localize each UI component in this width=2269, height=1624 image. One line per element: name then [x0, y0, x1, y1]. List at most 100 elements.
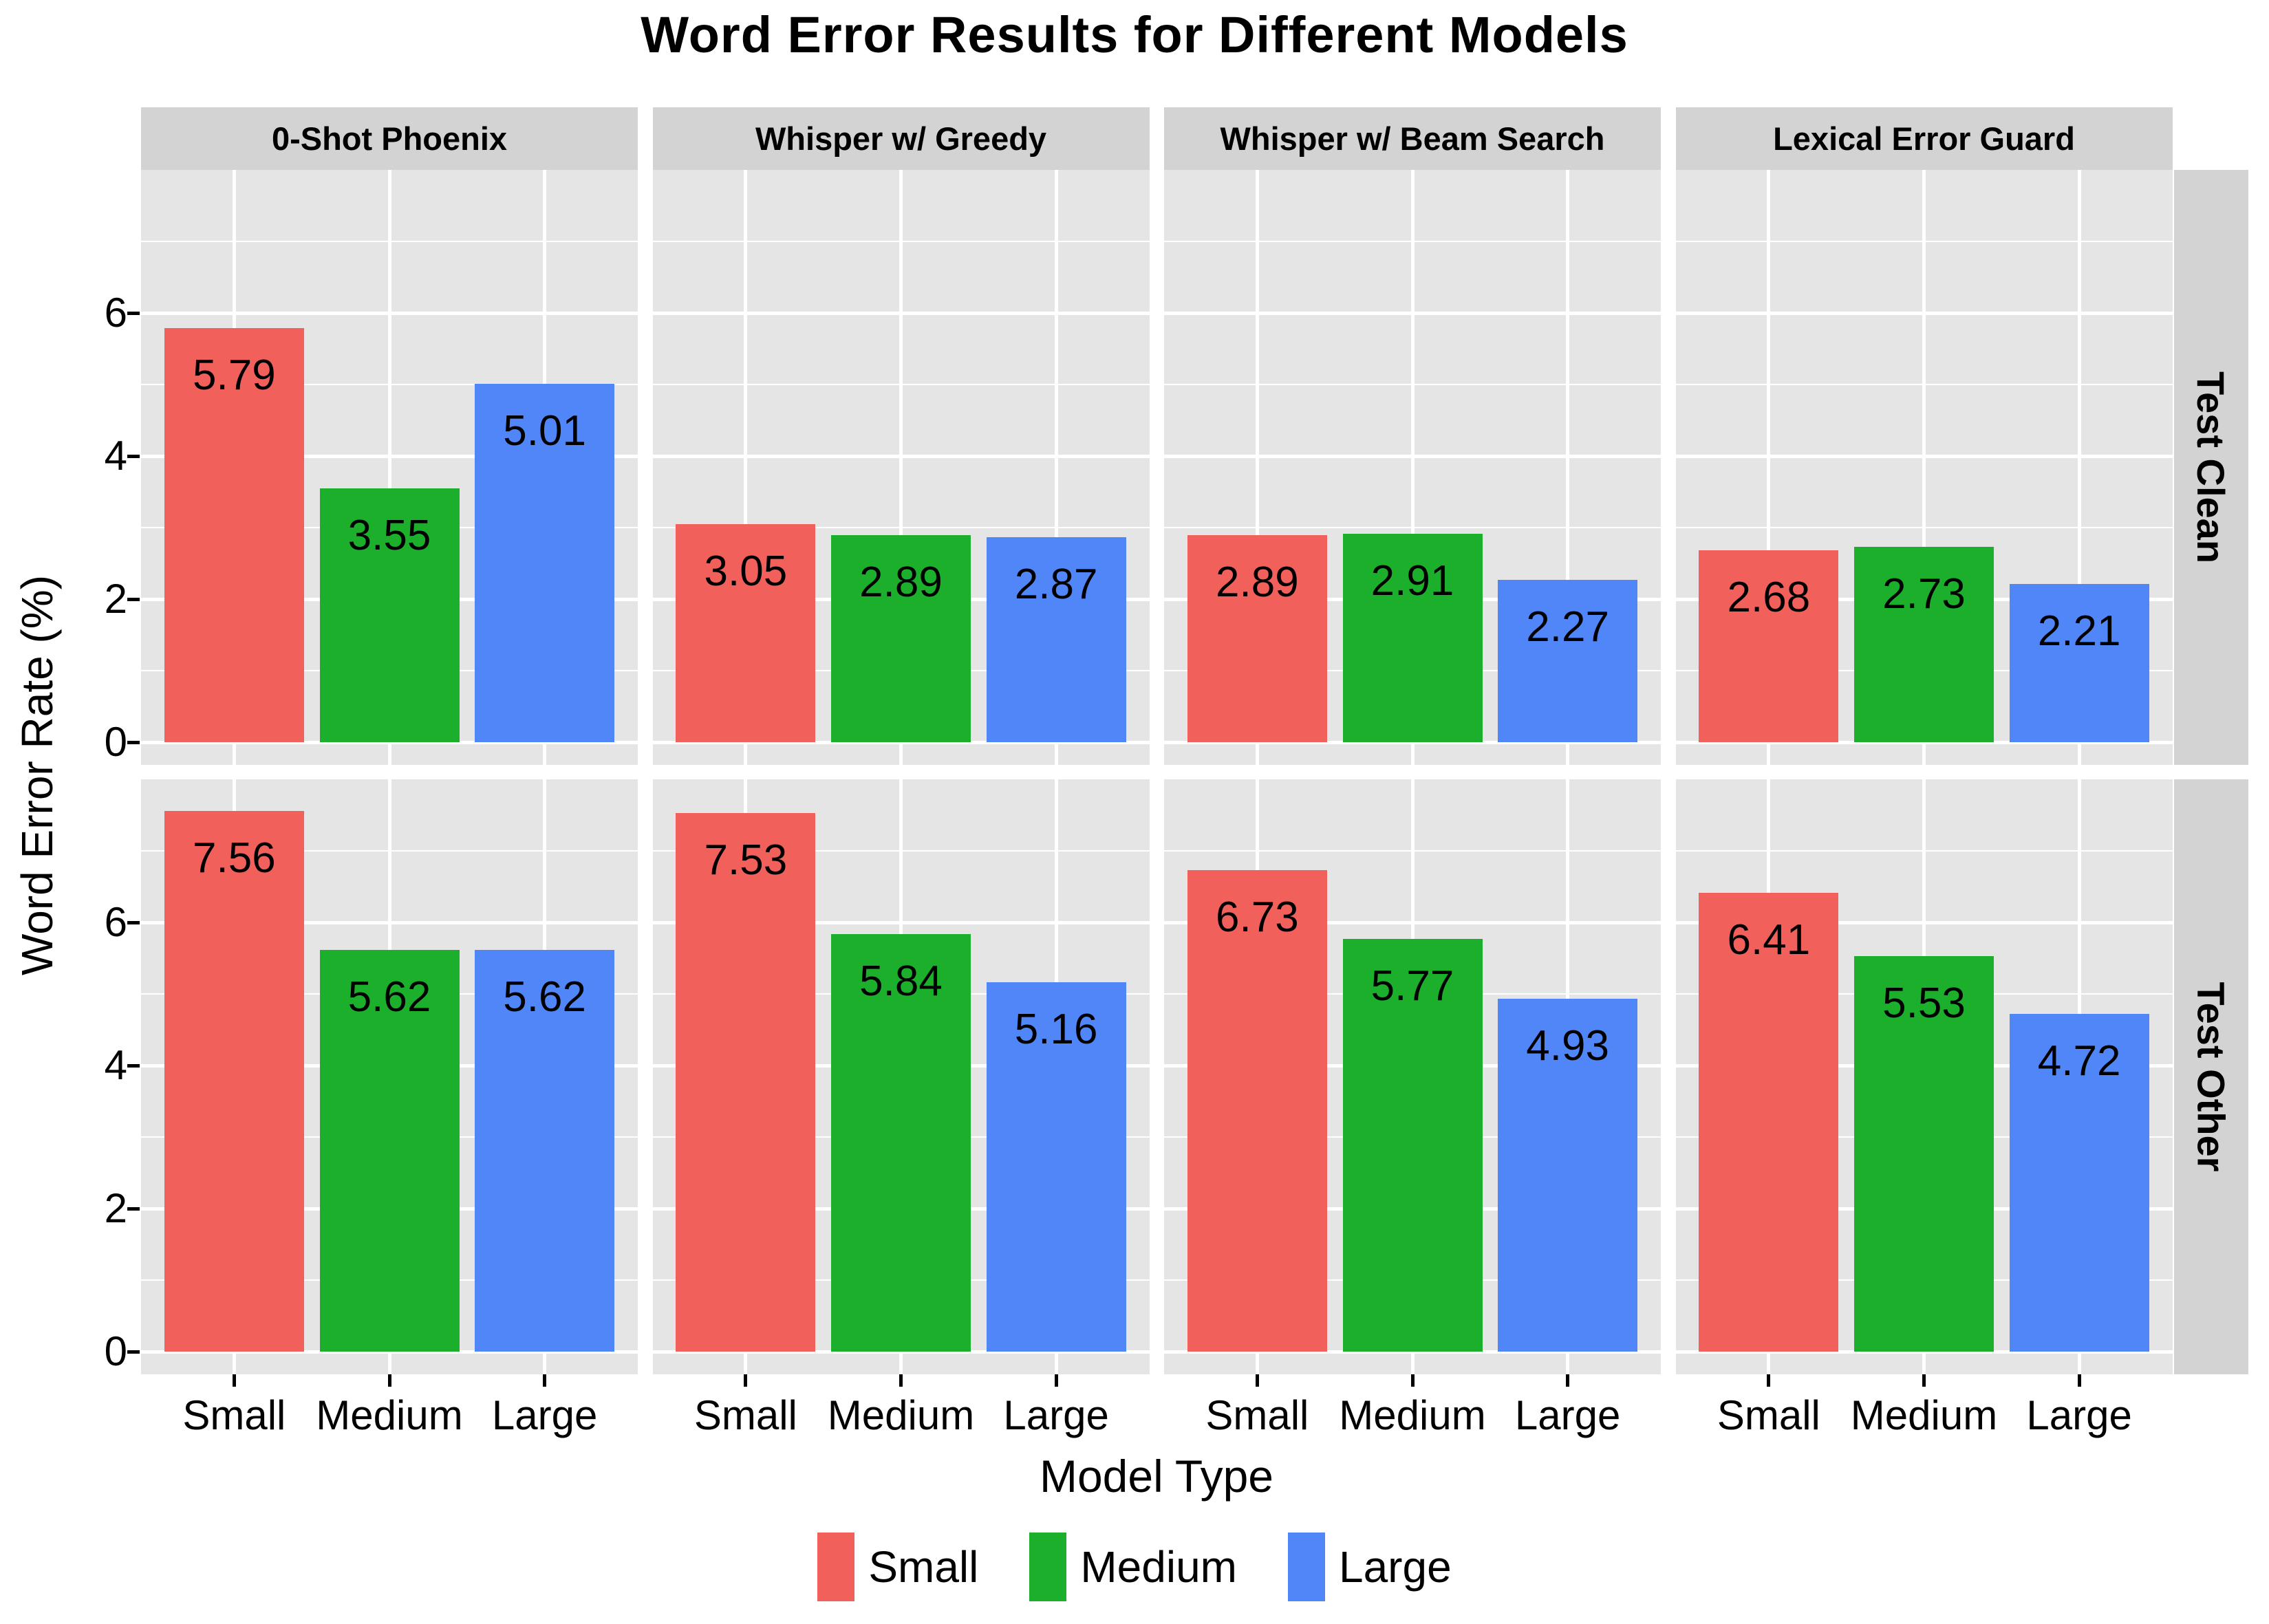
bar-medium — [1854, 955, 1994, 1352]
bar-small — [164, 327, 304, 742]
facet-row-strip-1: Test Clean — [2174, 170, 2248, 765]
vertical-gridline — [744, 170, 748, 765]
y-tick-label: 2 — [104, 576, 127, 622]
y-tick-mark — [127, 597, 140, 601]
bar-large — [986, 537, 1126, 742]
bar-value-label: 2.89 — [859, 559, 943, 607]
panel-test-clean-1: 5.79 3.55 5.01 — [141, 170, 638, 765]
x-tick-mark — [2077, 1374, 2081, 1387]
x-tick-mark — [1767, 1374, 1771, 1387]
legend: Small Medium Large — [0, 1533, 2269, 1601]
panel-test-clean-2: 3.05 2.89 2.87 — [652, 170, 1150, 765]
bar-value-label: 5.16 — [1014, 1006, 1098, 1054]
legend-key-small — [817, 1533, 855, 1601]
y-tick-label: 0 — [104, 1328, 127, 1374]
bar-medium — [1854, 547, 1994, 742]
legend-item-medium: Medium — [1029, 1533, 1237, 1601]
bar-value-label: 3.05 — [704, 547, 788, 595]
facet-col-strip-2: Whisper w/ Greedy — [652, 107, 1150, 170]
y-tick-mark — [127, 1063, 140, 1068]
y-tick-mark — [127, 1206, 140, 1211]
panel-test-other-4: 6.41 5.53 4.72 — [1675, 779, 2173, 1374]
vertical-gridline — [1566, 170, 1570, 765]
bar-small — [1187, 870, 1327, 1352]
bar-value-label: 3.55 — [347, 511, 431, 559]
bar-value-label: 6.73 — [1216, 894, 1299, 942]
bar-value-label: 6.41 — [1727, 916, 1811, 964]
legend-item-large: Large — [1287, 1533, 1452, 1601]
bar-value-label: 4.72 — [2037, 1037, 2121, 1085]
y-tick-label: 6 — [104, 290, 127, 336]
bar-value-label: 5.77 — [1370, 962, 1454, 1010]
vertical-gridline — [1767, 170, 1771, 765]
facet-col-strip-4: Lexical Error Guard — [1675, 107, 2173, 170]
x-tick-label: Large — [2026, 1392, 2132, 1438]
x-tick-label: Large — [1003, 1392, 1109, 1438]
bar-large — [475, 949, 615, 1352]
x-tick-label: Small — [1717, 1392, 1820, 1438]
panel-test-other-2: 7.53 5.84 5.16 — [652, 779, 1150, 1374]
bar-value-label: 5.62 — [503, 973, 586, 1021]
bar-large — [2009, 1014, 2149, 1352]
bar-value-label: 5.53 — [1882, 979, 1966, 1027]
panel-test-clean-4: 2.68 2.73 2.21 — [1675, 170, 2173, 765]
x-tick-label: Medium — [1339, 1392, 1486, 1438]
bar-medium — [831, 535, 971, 742]
bar-value-label: 2.21 — [2037, 607, 2121, 656]
facet-row-strip-label: Test Other — [2189, 982, 2233, 1172]
y-tick-mark — [127, 1350, 140, 1354]
y-tick-label: 2 — [104, 1185, 127, 1231]
facet-row-strip-label: Test Clean — [2189, 371, 2233, 564]
x-tick-mark — [1054, 1374, 1058, 1387]
y-tick-mark — [127, 740, 140, 744]
bar-value-label: 5.62 — [347, 973, 431, 1021]
panel-test-clean-3: 2.89 2.91 2.27 — [1164, 170, 1661, 765]
x-tick-label: Small — [693, 1392, 797, 1438]
bar-value-label: 2.27 — [1526, 603, 1609, 651]
x-tick-mark — [899, 1374, 903, 1387]
x-tick-mark — [232, 1374, 236, 1387]
vertical-gridline — [387, 170, 391, 765]
bar-large — [1498, 999, 1638, 1352]
y-tick-mark — [127, 311, 140, 315]
vertical-gridline — [1922, 170, 1926, 765]
y-tick-label: 4 — [104, 433, 127, 479]
bar-value-label: 5.84 — [859, 957, 943, 1005]
x-tick-label: Large — [491, 1392, 598, 1438]
bar-medium — [831, 933, 971, 1352]
bar-value-label: 2.89 — [1216, 559, 1299, 607]
bar-large — [2009, 584, 2149, 742]
y-tick-label: 4 — [104, 1042, 127, 1088]
x-tick-mark — [387, 1374, 391, 1387]
x-axis-title: Model Type — [1040, 1451, 1273, 1502]
x-tick-label: Large — [1514, 1392, 1621, 1438]
bar-medium — [319, 488, 460, 742]
bar-value-label: 2.91 — [1370, 557, 1454, 605]
legend-key-large — [1287, 1533, 1325, 1601]
x-tick-mark — [1566, 1374, 1570, 1387]
legend-item-small: Small — [817, 1533, 978, 1601]
chart-title: Word Error Results for Different Models — [641, 6, 1628, 63]
x-tick-mark — [1410, 1374, 1415, 1387]
x-tick-label: Medium — [1850, 1392, 1998, 1438]
vertical-gridline — [1054, 170, 1058, 765]
legend-label: Small — [868, 1542, 979, 1592]
bar-large — [475, 383, 615, 742]
legend-label: Large — [1338, 1542, 1452, 1592]
x-tick-label: Small — [1205, 1392, 1309, 1438]
facet-row-strip-2: Test Other — [2174, 779, 2248, 1374]
bar-large — [1498, 579, 1638, 742]
y-tick-label: 6 — [104, 899, 127, 945]
x-tick-mark — [1922, 1374, 1926, 1387]
panel-test-other-1: 7.56 5.62 5.62 — [141, 779, 638, 1374]
bar-small — [1699, 550, 1839, 742]
x-tick-mark — [543, 1374, 547, 1387]
bar-small — [164, 810, 304, 1352]
bar-value-label: 2.87 — [1014, 560, 1098, 608]
bar-value-label: 5.79 — [193, 351, 276, 399]
bar-small — [676, 812, 816, 1352]
bar-medium — [1342, 534, 1483, 742]
x-tick-label: Medium — [316, 1392, 463, 1438]
bar-value-label: 7.53 — [704, 836, 788, 884]
